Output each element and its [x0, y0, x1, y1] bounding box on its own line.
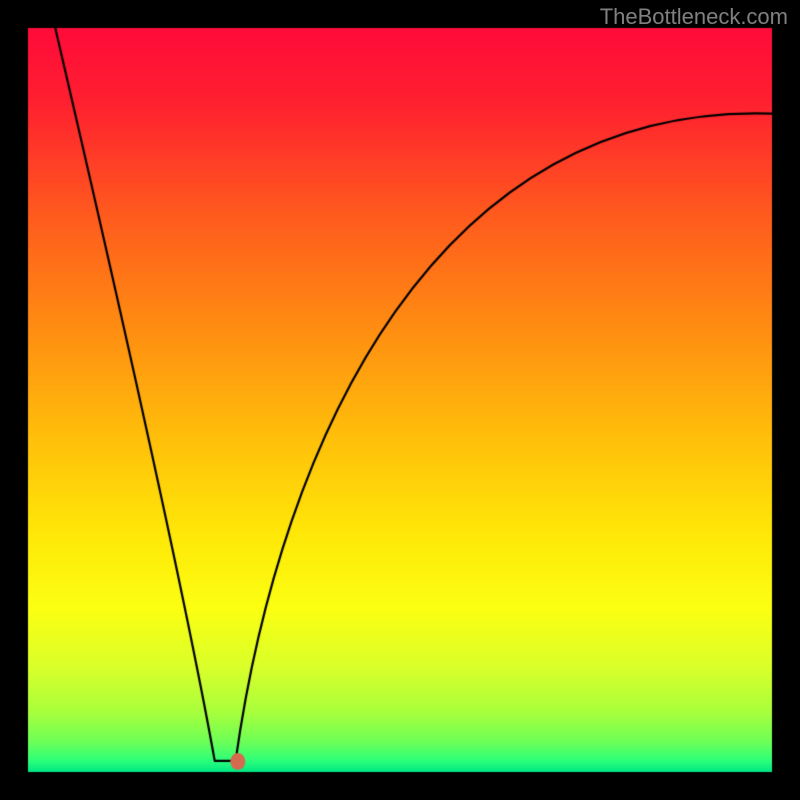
chart-stage: TheBottleneck.com: [0, 0, 800, 800]
bottleneck-chart-canvas: [0, 0, 800, 800]
